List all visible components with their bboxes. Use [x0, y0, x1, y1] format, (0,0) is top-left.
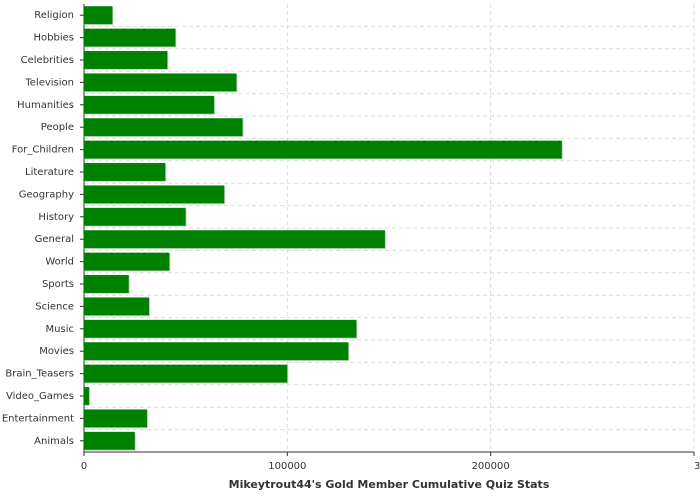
y-tick-label: Celebrities: [21, 55, 74, 66]
bar: [84, 6, 113, 25]
y-tick-label: History: [38, 212, 74, 223]
y-tick-label: General: [35, 234, 74, 245]
y-tick-label: Video_Games: [6, 391, 74, 402]
bar: [84, 342, 349, 361]
y-tick-label: Literature: [25, 167, 74, 178]
bar: [84, 118, 243, 137]
chart-title: Mikeytrout44's Gold Member Cumulative Qu…: [229, 478, 550, 491]
y-tick-label: Music: [46, 324, 74, 335]
x-tick-label: 100000: [268, 461, 306, 472]
y-tick-label: For_Children: [12, 145, 74, 156]
bar: [84, 163, 166, 181]
x-tick-label: 200000: [472, 461, 510, 472]
y-tick-label: World: [45, 257, 74, 268]
bar: [84, 95, 215, 114]
y-tick-label: People: [41, 122, 74, 133]
bar: [84, 387, 90, 405]
x-tick-label: 0: [81, 461, 87, 472]
bar: [84, 73, 237, 92]
bar: [84, 431, 135, 450]
y-tick-label: Humanities: [17, 100, 74, 111]
y-tick-label: Science: [35, 301, 74, 312]
bar: [84, 51, 168, 69]
bar: [84, 364, 288, 383]
bar: [84, 140, 562, 159]
bar: [84, 230, 385, 249]
bar: [84, 185, 225, 204]
y-tick-label: Brain_Teasers: [5, 369, 74, 380]
bar: [84, 297, 150, 316]
x-tick-label: 300000: [694, 461, 700, 472]
bar: [84, 252, 170, 271]
bar: [84, 207, 186, 226]
y-tick-label: Entertainment: [2, 413, 74, 424]
y-tick-label: Religion: [34, 10, 74, 21]
bar: [84, 409, 148, 428]
y-tick-label: Geography: [19, 189, 74, 200]
bar: [84, 275, 129, 293]
y-tick-label: Television: [24, 77, 74, 88]
y-tick-label: Hobbies: [34, 33, 74, 44]
y-tick-label: Sports: [42, 279, 74, 290]
y-tick-label: Animals: [34, 436, 74, 447]
bar: [84, 28, 176, 47]
y-tick-label: Movies: [39, 346, 74, 357]
bar: [84, 319, 357, 338]
